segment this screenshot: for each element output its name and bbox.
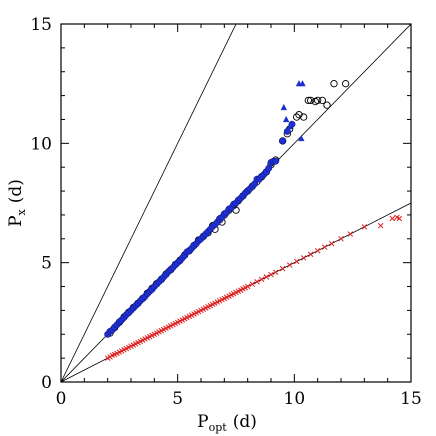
x-tick-label: 10 [284,389,306,409]
y-tick-label: 15 [30,15,52,35]
data-point-open-circle [300,113,308,121]
x-tick-label: 5 [172,389,183,409]
data-point-open-circle [342,80,350,88]
data-point-cross [263,274,270,280]
series-circle-filled [104,120,296,338]
plot-frame [60,23,412,383]
y-tick-label: 10 [30,134,52,154]
reference-line-1 [61,24,237,382]
data-point-triangle [280,103,288,111]
data-point-cross [321,244,328,250]
data-point-cross [389,215,396,222]
data-point-open-circle [318,96,326,105]
data-point-cross [361,224,368,230]
data-point-open-circle [295,111,303,119]
data-point-open-circle [314,96,322,105]
data-point-triangle [299,80,306,87]
data-point-open-circle [293,113,301,121]
data-point-open-circle [307,96,315,105]
y-tick-label: 5 [41,254,52,274]
series-cross [104,214,403,361]
data-points [104,80,403,361]
data-point-open-circle [323,101,331,109]
x-axis-label: Popt (d) [197,412,257,434]
data-point-open-circle [304,96,312,105]
data-point-cross [307,251,314,258]
x-tick-label: 0 [56,389,67,409]
data-point-triangle [286,123,293,130]
data-point-triangle [282,115,290,123]
data-point-cross [268,271,274,278]
data-point-cross [293,258,300,265]
axis-ticks: 0 5 10 15 0 5 10 15 [30,15,421,409]
data-point-cross [254,279,260,285]
y-axis-label: Px(d) [6,179,28,227]
data-point-cross [396,215,403,222]
data-point-cross [272,269,279,275]
data-point-open-circle [330,80,338,88]
y-tick-label: 0 [41,373,52,393]
data-point-filled-circle [265,164,273,172]
data-point-cross [258,276,265,283]
data-point-filled-circle [279,137,287,145]
data-point-cross [314,247,321,254]
data-point-cross [347,231,354,237]
data-point-cross [328,240,335,247]
data-point-cross [286,262,293,268]
x-tick-label: 15 [400,389,422,409]
data-point-triangle [298,134,305,142]
series-triangle-filled [280,80,306,142]
data-point-cross [300,255,307,261]
data-point-filled-circle [272,157,280,165]
data-point-cross [244,283,251,290]
data-point-cross [279,265,286,272]
data-point-cross [338,236,344,242]
data-point-cross [377,222,384,229]
data-point-cross [249,281,256,287]
